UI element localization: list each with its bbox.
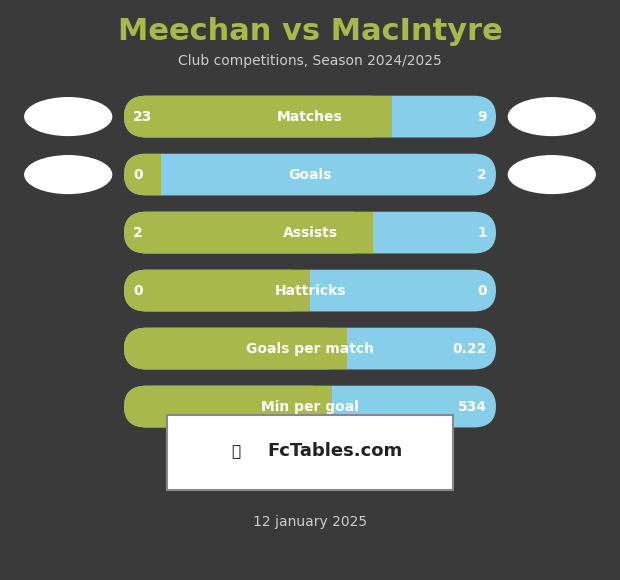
Ellipse shape xyxy=(508,156,595,194)
Text: 0: 0 xyxy=(133,168,143,182)
FancyBboxPatch shape xyxy=(143,154,161,195)
FancyBboxPatch shape xyxy=(228,386,332,427)
Text: Goals: Goals xyxy=(288,168,332,182)
FancyBboxPatch shape xyxy=(249,212,373,253)
Text: Assists: Assists xyxy=(283,226,337,240)
FancyBboxPatch shape xyxy=(167,415,453,490)
FancyBboxPatch shape xyxy=(217,270,310,311)
Text: 12 january 2025: 12 january 2025 xyxy=(253,515,367,529)
Text: 📊: 📊 xyxy=(231,444,240,459)
FancyBboxPatch shape xyxy=(124,212,496,253)
Text: Matches: Matches xyxy=(277,110,343,124)
FancyBboxPatch shape xyxy=(124,270,496,311)
Text: Min per goal: Min per goal xyxy=(261,400,359,414)
Text: Goals per match: Goals per match xyxy=(246,342,374,356)
FancyBboxPatch shape xyxy=(124,154,161,195)
Text: 0: 0 xyxy=(133,284,143,298)
FancyBboxPatch shape xyxy=(124,154,496,195)
FancyBboxPatch shape xyxy=(258,96,392,137)
Text: 534: 534 xyxy=(458,400,487,414)
FancyBboxPatch shape xyxy=(124,96,392,137)
Ellipse shape xyxy=(25,156,112,194)
FancyBboxPatch shape xyxy=(124,270,310,311)
Text: 1: 1 xyxy=(477,226,487,240)
Text: 2: 2 xyxy=(477,168,487,182)
FancyBboxPatch shape xyxy=(236,328,347,369)
Text: 0.22: 0.22 xyxy=(453,342,487,356)
Text: FcTables.com: FcTables.com xyxy=(267,442,402,461)
Text: 9: 9 xyxy=(477,110,487,124)
FancyBboxPatch shape xyxy=(124,328,496,369)
FancyBboxPatch shape xyxy=(124,386,332,427)
FancyBboxPatch shape xyxy=(124,96,496,137)
Ellipse shape xyxy=(25,98,112,136)
Text: Hattricks: Hattricks xyxy=(274,284,346,298)
Text: 0: 0 xyxy=(477,284,487,298)
FancyBboxPatch shape xyxy=(124,328,347,369)
Ellipse shape xyxy=(508,98,595,136)
Text: Meechan vs MacIntyre: Meechan vs MacIntyre xyxy=(118,17,502,46)
FancyBboxPatch shape xyxy=(124,386,496,427)
FancyBboxPatch shape xyxy=(124,212,373,253)
Text: 2: 2 xyxy=(133,226,143,240)
Text: 23: 23 xyxy=(133,110,153,124)
Text: Club competitions, Season 2024/2025: Club competitions, Season 2024/2025 xyxy=(178,54,442,68)
